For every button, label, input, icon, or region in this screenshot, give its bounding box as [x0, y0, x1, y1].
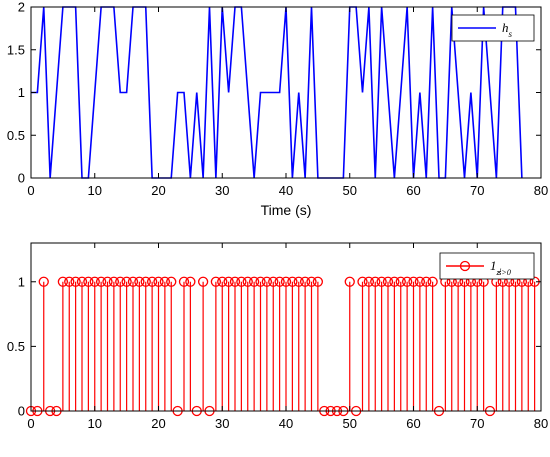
x-tick-label: 70	[470, 183, 484, 198]
bottom-chart-ticks: 0 10 20 30 40 50 60 70 80 0 0.5 1	[7, 243, 548, 431]
x-tick-label: 60	[406, 183, 420, 198]
bottom-chart: 0 10 20 30 40 50 60 70 80 0 0.5 1 1zis>0	[7, 242, 548, 431]
stem-marker	[146, 276, 158, 287]
stem-marker	[57, 276, 69, 287]
stem-marker	[210, 276, 222, 287]
stem-marker	[408, 276, 419, 287]
stem-marker	[363, 276, 375, 287]
stem-marker	[76, 276, 88, 287]
stem-marker	[421, 276, 432, 287]
stem-marker	[280, 276, 292, 287]
stem-marker	[401, 276, 413, 287]
stem-marker	[223, 276, 234, 287]
stem-marker	[357, 276, 368, 287]
y-tick-label: 1	[18, 85, 25, 100]
stem-marker	[121, 276, 132, 287]
y-tick-label: 1	[18, 274, 25, 289]
stem-marker	[248, 276, 260, 287]
bottom-chart-legend-marker	[459, 260, 471, 272]
x-tick-label: 0	[27, 416, 34, 431]
stem-marker	[166, 276, 177, 287]
y-tick-label: 0	[18, 171, 25, 186]
top-chart-legend-label: hs	[502, 20, 513, 39]
bottom-chart-legend: 1zis>0	[439, 252, 535, 280]
top-chart-ticks: 0 10 20 30 40 50 60 70 80 0 0.5 1 1.5 2	[7, 0, 548, 198]
x-tick-label: 20	[151, 183, 165, 198]
x-tick-label: 70	[470, 416, 484, 431]
y-tick-label: 2	[18, 0, 25, 15]
stem-marker	[115, 276, 126, 287]
stem-marker	[102, 276, 113, 287]
y-tick-label: 0.5	[7, 339, 25, 354]
stem-marker	[134, 276, 145, 287]
stem-marker	[274, 276, 285, 287]
series-line-h-s	[31, 6, 523, 179]
x-tick-label: 60	[406, 416, 420, 431]
x-tick-label: 30	[215, 183, 229, 198]
stem-marker	[414, 276, 426, 287]
stem-marker	[64, 276, 75, 287]
x-tick-label: 40	[279, 183, 293, 198]
stem-marker	[153, 276, 164, 287]
stem-marker	[178, 276, 190, 287]
x-tick-label: 80	[534, 183, 548, 198]
stem-marker	[197, 276, 209, 287]
stem-marker	[217, 276, 228, 287]
stem-marker	[229, 276, 241, 287]
x-tick-label: 80	[534, 416, 548, 431]
stem-marker	[395, 276, 406, 287]
x-tick-label: 30	[215, 416, 229, 431]
stem-marker	[159, 276, 171, 287]
stem-marker	[306, 276, 317, 287]
bottom-chart-plot-area	[25, 276, 540, 417]
x-tick-label: 10	[88, 416, 102, 431]
stem-marker	[108, 276, 120, 287]
stem-marker	[287, 276, 298, 287]
stem-marker	[70, 276, 81, 287]
y-tick-label: 1.5	[7, 42, 25, 57]
top-chart-plot-area	[31, 6, 523, 179]
stem-marker	[389, 276, 400, 287]
stem-marker	[83, 276, 94, 287]
stem-marker	[427, 276, 438, 287]
stem-marker	[268, 276, 279, 287]
x-tick-label: 50	[343, 183, 357, 198]
top-chart: 0 10 20 30 40 50 60 70 80 0 0.5 1 1.5 2 Time (s) hs	[7, 0, 548, 218]
top-chart-legend: hs	[451, 14, 535, 42]
stem-marker	[382, 276, 394, 287]
y-tick-label: 0.5	[7, 128, 25, 143]
stem-marker	[185, 276, 196, 287]
stem-marker	[38, 276, 49, 287]
x-tick-label: 20	[151, 416, 165, 431]
x-tick-label: 50	[343, 416, 357, 431]
stem-marker	[370, 276, 381, 287]
stem-marker	[312, 276, 324, 287]
stem-marker	[140, 276, 151, 287]
stem-marker	[242, 276, 253, 287]
stem-marker	[293, 276, 304, 287]
top-chart-x-axis-label: Time (s)	[261, 202, 312, 218]
stem-marker	[236, 276, 247, 287]
stem-marker	[255, 276, 266, 287]
stem-marker	[299, 276, 311, 287]
stem-marker	[89, 276, 100, 287]
stem-marker	[376, 276, 387, 287]
x-tick-label: 0	[27, 183, 34, 198]
stem-marker	[95, 276, 107, 287]
stem-marker	[344, 276, 355, 287]
x-tick-label: 40	[279, 416, 293, 431]
y-tick-label: 0	[18, 404, 25, 419]
stem-marker	[127, 276, 139, 287]
stem-marker	[261, 276, 273, 287]
x-tick-label: 10	[88, 183, 102, 198]
